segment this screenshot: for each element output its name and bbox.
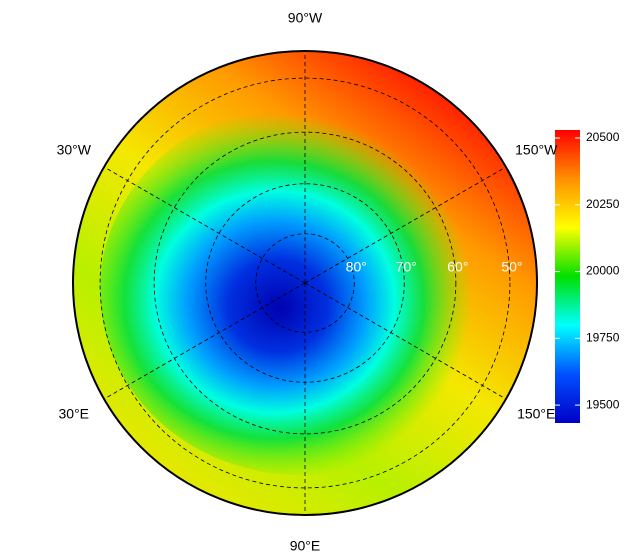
colorbar-label: 20250 (586, 197, 620, 211)
latitude-label: 50° (501, 259, 522, 275)
labels: 80° 70° 60° 50° 90°W 30°W 150°W 30°E 150°E 90°E 19… (57, 10, 620, 554)
latitude-label: 80° (346, 259, 367, 275)
graticule (99, 51, 511, 515)
colorbar-label: 19750 (586, 331, 620, 345)
meridian (103, 282, 306, 400)
longitude-label: 90°E (290, 538, 321, 552)
colorbar-label: 19500 (586, 397, 620, 411)
map-border (72, 50, 538, 516)
meridian (103, 166, 306, 284)
colorbar-label: 20500 (586, 130, 620, 144)
colorbar (555, 130, 580, 423)
latitude-label: 60° (447, 259, 468, 275)
meridian (304, 166, 507, 284)
longitude-label: 30°W (57, 142, 92, 158)
longitude-label: 150°E (517, 406, 555, 422)
latitude-circle (99, 77, 511, 489)
longitude-label: 30°E (59, 406, 90, 422)
longitude-label: 90°W (288, 10, 323, 26)
longitude-label: 150°W (515, 142, 558, 158)
colorbar-label: 20000 (586, 264, 620, 278)
meridian (304, 282, 507, 400)
latitude-label: 70° (396, 259, 417, 275)
